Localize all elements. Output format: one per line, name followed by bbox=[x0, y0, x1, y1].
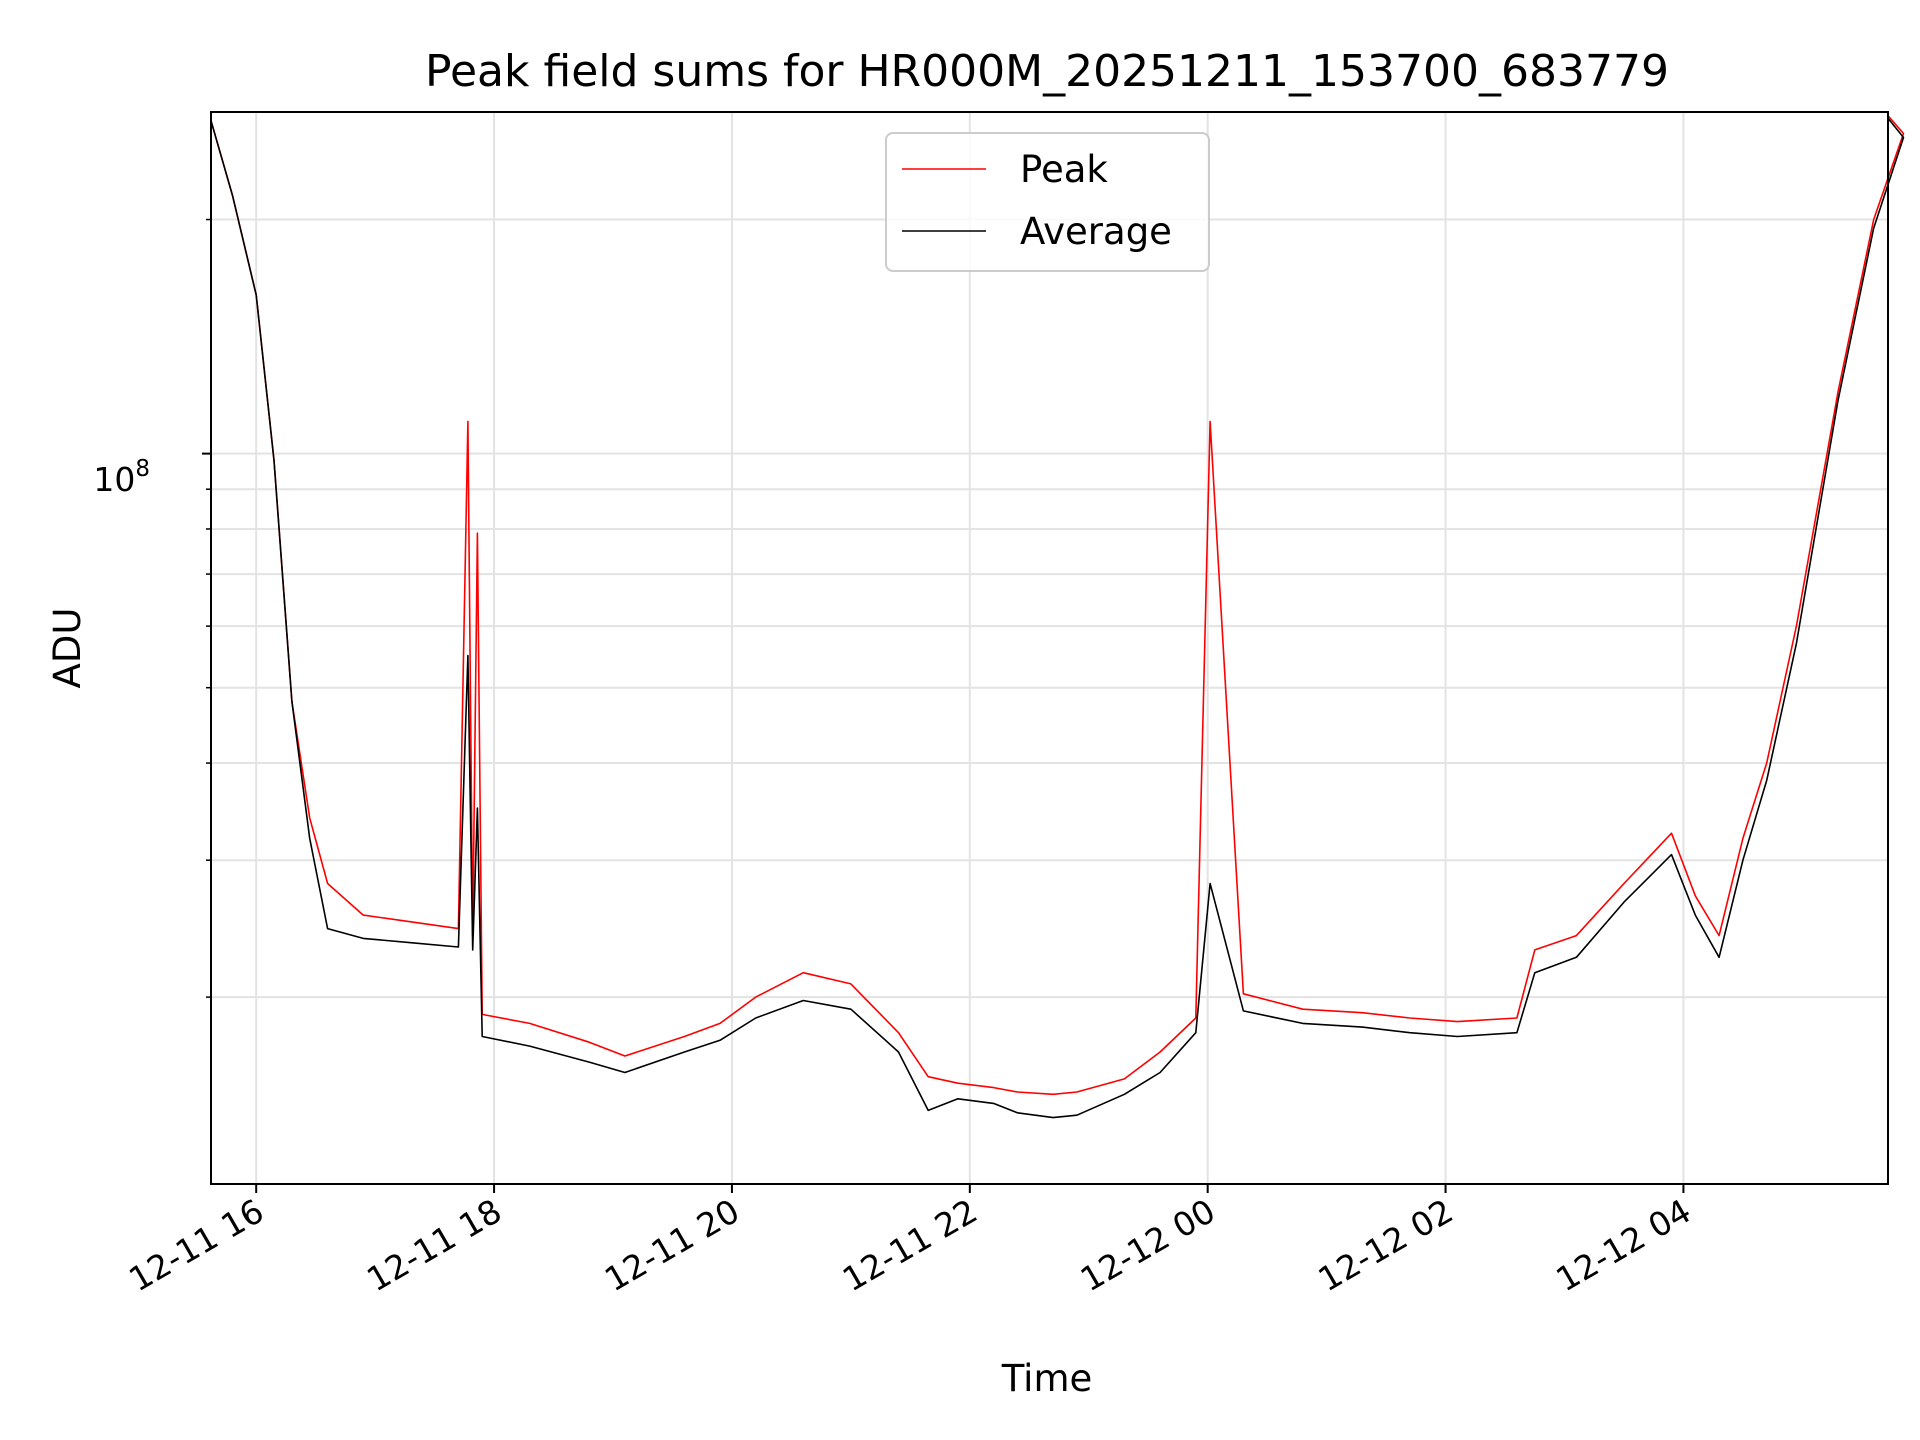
plot-frame bbox=[210, 111, 1889, 1185]
legend-peak-label: Peak bbox=[1020, 148, 1108, 191]
series-line-average bbox=[210, 117, 1905, 1119]
legend-box bbox=[885, 132, 1210, 272]
grid bbox=[211, 112, 1888, 1184]
chart-title: Peak field sums for HR000M_20251211_1537… bbox=[425, 46, 1669, 97]
series-line-peak bbox=[210, 115, 1905, 1096]
legend-average-label: Average bbox=[1020, 210, 1172, 253]
series-layer bbox=[210, 115, 1905, 1119]
y-tick-label-1e8: 108 bbox=[93, 456, 150, 499]
y-axis-title: ADU bbox=[46, 608, 89, 689]
x-axis-title: Time bbox=[1001, 1357, 1093, 1400]
legend: Peak Average bbox=[885, 132, 1210, 272]
